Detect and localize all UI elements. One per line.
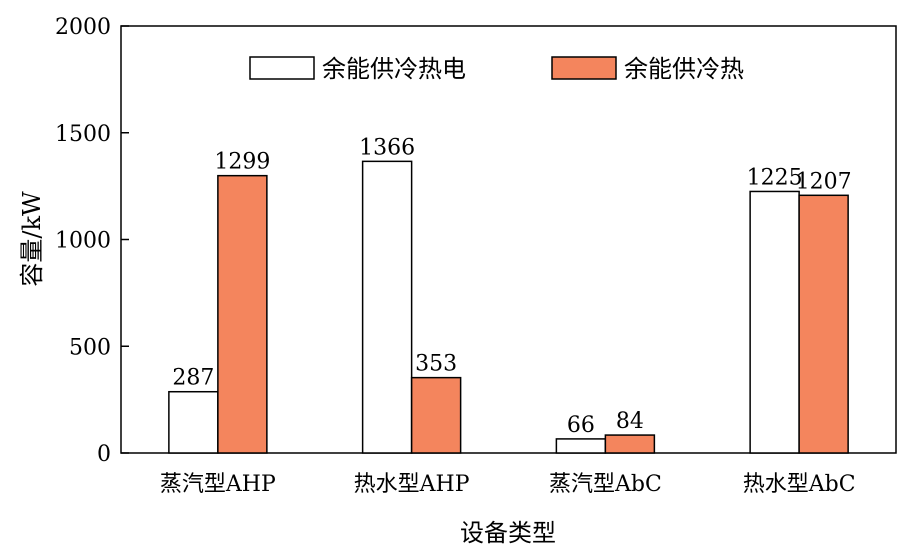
x-axis-title: 设备类型 — [460, 519, 556, 547]
y-tick-label: 1500 — [55, 122, 111, 147]
x-tick-label: 蒸汽型AHP — [160, 472, 276, 497]
legend-label: 余能供冷热 — [624, 55, 744, 83]
bar-cch-3 — [604, 434, 656, 454]
legend-label: 余能供冷热电 — [322, 55, 466, 83]
data-label: 353 — [415, 352, 457, 377]
y-axis-title: 容量/kW — [18, 191, 46, 287]
x-axis: 蒸汽型AHP 热水型AHP 蒸汽型AbC 热水型AbC — [160, 445, 856, 497]
data-label: 287 — [172, 366, 214, 391]
bar-cch-1 — [217, 174, 268, 454]
legend: 余能供冷热电 余能供冷热 — [249, 55, 744, 83]
bar-cchp-3 — [555, 438, 607, 454]
legend-swatch — [551, 56, 617, 80]
data-label: 66 — [567, 413, 595, 438]
data-label: 1366 — [359, 135, 415, 160]
data-label: 1207 — [796, 169, 852, 194]
bar-cchp-2 — [361, 160, 413, 454]
bar-cchp-4 — [749, 190, 800, 454]
bars — [168, 160, 849, 454]
y-tick-label: 2000 — [55, 15, 111, 40]
x-tick-label: 蒸汽型AbC — [549, 472, 662, 497]
data-label: 1225 — [747, 165, 803, 190]
x-tick-label: 热水型AHP — [354, 472, 470, 497]
bar-cch-2 — [410, 376, 462, 454]
x-tick-label: 热水型AbC — [743, 472, 856, 497]
y-tick-label: 1000 — [55, 229, 111, 254]
bar-cch-4 — [798, 194, 849, 454]
y-tick-label: 0 — [97, 442, 111, 467]
y-tick-label: 500 — [69, 335, 111, 360]
y-axis: 0 500 1000 1500 2000 — [55, 15, 129, 467]
data-label: 1299 — [214, 150, 270, 175]
legend-swatch — [249, 56, 315, 80]
data-label: 84 — [616, 409, 644, 434]
bar-cchp-1 — [168, 390, 219, 454]
